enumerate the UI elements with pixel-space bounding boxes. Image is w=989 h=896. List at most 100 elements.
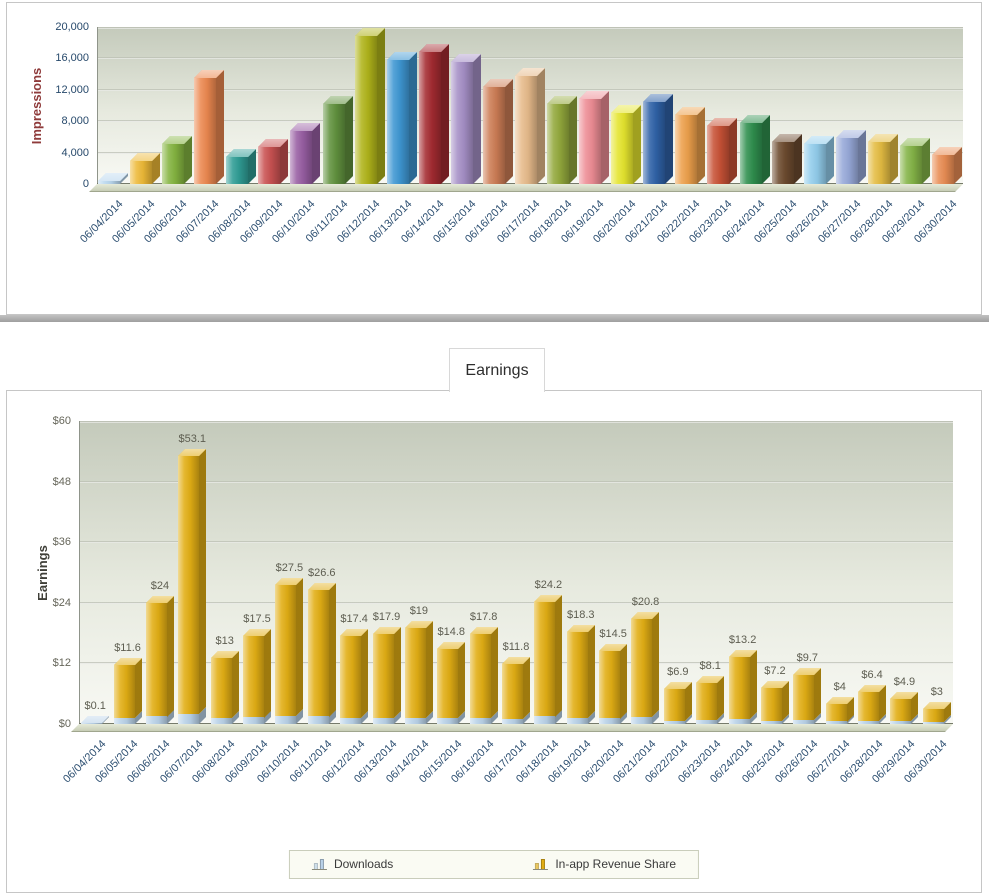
bar-front-face: [81, 723, 103, 724]
bar-front-face: [566, 717, 588, 724]
earnings-bar-06-12-2014[interactable]: [340, 421, 369, 724]
impressions-bar-06-25-2014[interactable]: [771, 27, 802, 184]
bar-front-face: [113, 665, 135, 718]
earnings-bar-06-11-2014[interactable]: [307, 421, 336, 724]
bar-front-face: [194, 78, 217, 184]
earnings-bar-06-10-2014[interactable]: [275, 421, 304, 724]
bar-side-face: [569, 95, 578, 184]
earnings-bar-06-17-2014[interactable]: [502, 421, 530, 724]
bar-front-face: [890, 699, 912, 722]
bar-front-face: [867, 142, 890, 184]
impressions-bar-06-30-2014[interactable]: [931, 27, 962, 184]
impressions-bar-06-08-2014[interactable]: [226, 27, 257, 184]
impressions-bar-06-28-2014[interactable]: [867, 27, 898, 184]
impressions-bar-06-11-2014[interactable]: [322, 27, 353, 184]
earnings-bar-06-09-2014[interactable]: [243, 421, 272, 724]
impressions-bar-06-15-2014[interactable]: [450, 27, 481, 184]
impressions-bar-06-22-2014[interactable]: [675, 27, 706, 184]
impressions-bar-06-10-2014[interactable]: [290, 27, 321, 184]
earnings-bar-06-25-2014[interactable]: [760, 421, 789, 724]
x-axis-label: 06/27/2014: [805, 738, 853, 786]
impressions-bar-06-19-2014[interactable]: [579, 27, 610, 184]
earnings-bar-06-20-2014[interactable]: [599, 421, 628, 724]
impressions-bar-06-14-2014[interactable]: [418, 27, 449, 184]
bar-value-label: $7.2: [764, 664, 786, 677]
impressions-bar-06-21-2014[interactable]: [643, 27, 674, 184]
impressions-bar-06-23-2014[interactable]: [707, 27, 738, 184]
bar-value-label: $14.5: [599, 627, 627, 640]
bar-front-face: [643, 101, 666, 184]
bar-front-face: [162, 143, 185, 184]
earnings-bar-06-26-2014[interactable]: [793, 421, 822, 724]
earnings-bar-06-30-2014[interactable]: [922, 421, 951, 724]
bar-side-face: [652, 611, 660, 718]
legend-item-downloads[interactable]: Downloads: [311, 857, 393, 871]
bar-side-face: [393, 626, 401, 718]
bar-side-face: [280, 139, 289, 184]
bar-front-face: [890, 721, 912, 724]
earnings-bar-06-23-2014[interactable]: [696, 421, 725, 724]
impressions-bar-06-26-2014[interactable]: [803, 27, 834, 184]
impressions-bar-06-17-2014[interactable]: [515, 27, 545, 184]
earnings-bar-06-06-2014[interactable]: [145, 421, 174, 724]
impressions-bar-06-04-2014[interactable]: [98, 27, 129, 184]
earnings-bar-06-29-2014[interactable]: [890, 421, 919, 724]
earnings-bar-06-27-2014[interactable]: [825, 421, 854, 724]
impressions-bar-06-18-2014[interactable]: [547, 27, 578, 184]
earnings-bar-06-19-2014[interactable]: [566, 421, 595, 724]
impressions-bar-06-13-2014[interactable]: [386, 27, 417, 184]
bar-front-face: [663, 689, 685, 721]
impressions-bar-06-27-2014[interactable]: [835, 27, 866, 184]
bar-front-face: [404, 628, 426, 718]
earnings-bar-06-13-2014[interactable]: [372, 421, 401, 724]
bar-side-face: [376, 28, 385, 184]
earnings-bar-06-18-2014[interactable]: [534, 421, 563, 724]
earnings-bar-06-07-2014[interactable]: [178, 421, 207, 724]
bar-front-face: [793, 719, 815, 724]
earnings-tab[interactable]: Earnings: [449, 348, 545, 392]
impressions-bar-06-07-2014[interactable]: [194, 27, 225, 184]
impressions-bar-06-05-2014[interactable]: [130, 27, 161, 184]
bar-front-face: [372, 717, 394, 724]
bar-side-face: [620, 643, 628, 719]
earnings-bar-06-05-2014[interactable]: [113, 421, 142, 724]
bar-front-face: [226, 156, 249, 184]
bar-side-face: [296, 578, 304, 717]
impressions-bar-06-16-2014[interactable]: [482, 27, 513, 184]
bar-front-face: [663, 720, 685, 724]
earnings-bar-06-15-2014[interactable]: [437, 421, 466, 724]
impressions-bar-06-06-2014[interactable]: [162, 27, 193, 184]
y-axis-tick-label: 0: [82, 178, 89, 190]
impressions-bar-06-12-2014[interactable]: [354, 27, 385, 184]
bar-side-face: [184, 135, 193, 184]
earnings-bar-06-16-2014[interactable]: [469, 421, 498, 724]
bar-side-face: [857, 129, 866, 184]
bar-front-face: [178, 713, 200, 724]
bar-side-face: [134, 658, 142, 718]
bar-value-label: $18.3: [566, 608, 595, 621]
bar-front-face: [631, 717, 653, 724]
earnings-bar-06-24-2014[interactable]: [728, 421, 757, 724]
bar-value-label: $17.4: [340, 613, 368, 626]
impressions-bar-06-24-2014[interactable]: [739, 27, 770, 184]
bar-front-face: [243, 635, 265, 718]
bar-front-face: [275, 585, 297, 717]
legend-item-in-app-revenue-share[interactable]: In-app Revenue Share: [533, 857, 676, 871]
bar-front-face: [290, 131, 313, 184]
impressions-bar-06-20-2014[interactable]: [611, 27, 642, 184]
impressions-bar-06-09-2014[interactable]: [258, 27, 289, 184]
x-axis-label: 06/08/2014: [190, 738, 238, 786]
earnings-bar-06-22-2014[interactable]: [663, 421, 692, 724]
impressions-bar-06-29-2014[interactable]: [899, 27, 930, 184]
earnings-bar-06-08-2014[interactable]: [210, 421, 239, 724]
earnings-bar-06-28-2014[interactable]: [858, 421, 887, 724]
earnings-bar-06-21-2014[interactable]: [631, 421, 660, 724]
earnings-bar-06-04-2014[interactable]: [81, 421, 110, 724]
chart-floor: [71, 724, 953, 732]
bar-side-face: [312, 123, 321, 184]
impressions-chart-panel: Impressions 20,000 16,000 12,000 8,000 4,000…: [6, 2, 982, 315]
bar-front-face: [307, 589, 329, 717]
bar-front-face: [145, 716, 167, 724]
earnings-bar-06-14-2014[interactable]: [404, 421, 433, 724]
bar-front-face: [534, 716, 556, 724]
